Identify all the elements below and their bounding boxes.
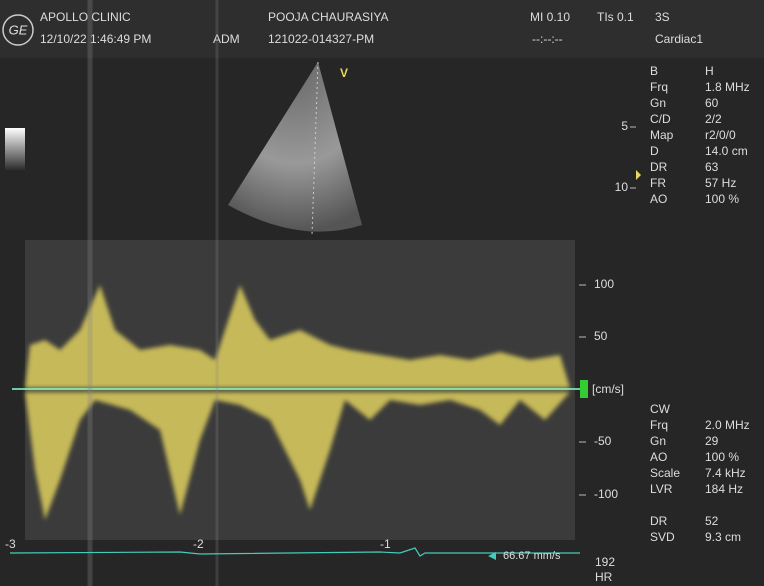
mi: MI 0.10 [530, 10, 570, 24]
tis: TIs 0.1 [597, 10, 634, 24]
param-label: Frq [650, 80, 668, 94]
user: ADM [213, 32, 240, 46]
sweep: 66.67 mm/s [503, 550, 561, 562]
param-label: C/D [650, 112, 671, 126]
scale-label: 50 [594, 329, 608, 343]
scale-label: -100 [594, 487, 618, 501]
scale-label: 100 [594, 277, 614, 291]
header-band [0, 0, 764, 58]
depth-tick: 10 [615, 180, 629, 194]
param-label: DR [650, 514, 668, 528]
scale: 100 50 -50 -100 [cm/s] [579, 277, 624, 501]
time-tick: -3 [5, 537, 16, 551]
unit: [cm/s] [592, 382, 624, 396]
time-tick: -1 [380, 537, 391, 551]
param-value: 1.8 MHz [705, 80, 750, 94]
spectrum [25, 285, 570, 520]
param-value: 2/2 [705, 112, 722, 126]
datetime: 12/10/22 1:46:49 PM [40, 32, 151, 46]
param-value: 57 Hz [705, 176, 736, 190]
exam-id: 121022-014327-PM [268, 32, 374, 46]
param-value: r2/0/0 [705, 128, 736, 142]
param-value: 52 [705, 514, 719, 528]
grayscale-bar [5, 128, 25, 172]
logo-ring [2, 14, 34, 46]
sweep-arrow [488, 552, 496, 560]
baseline-marker [580, 380, 588, 398]
forward-flow [25, 285, 570, 388]
cw-cursor [311, 61, 319, 236]
b-params: Frq 1.8 MHz Gn 60 C/D 2/2 Map r2/0/0 D 14.0 cm DR 6… [650, 80, 750, 206]
param-label: Scale [650, 466, 680, 480]
preset: Cardiac1 [655, 32, 703, 46]
cw-params: Frq 2.0 MHz Gn 29 AO 100 % Scale 7.4 kHz LVR 184 … [650, 418, 750, 544]
param-label: LVR [650, 482, 673, 496]
param-label: Gn [650, 434, 666, 448]
reverse-flow [25, 392, 570, 520]
param-label: FR [650, 176, 666, 190]
param-value: 60 [705, 96, 719, 110]
param-label: Gn [650, 96, 666, 110]
ecg-trace [9, 547, 580, 557]
doppler-area [25, 240, 575, 540]
timer: --:--:-- [532, 32, 563, 46]
param-value: 100 % [705, 450, 739, 464]
param-label: AO [650, 192, 667, 206]
b-mode-label: B [650, 64, 658, 78]
cw-label: CW [650, 402, 671, 416]
time-tick: -2 [193, 537, 204, 551]
hr-label: HR [595, 570, 613, 584]
param-label: DR [650, 160, 668, 174]
scale-label: -50 [594, 434, 612, 448]
param-value: 2.0 MHz [705, 418, 750, 432]
param-value: 100 % [705, 192, 739, 206]
param-value: 9.3 cm [705, 530, 741, 544]
marker: V [340, 66, 348, 80]
param-value: 7.4 kHz [705, 466, 746, 480]
probe: 3S [655, 10, 670, 24]
b-mode-image [228, 62, 362, 232]
param-label: Map [650, 128, 674, 142]
param-value: 184 Hz [705, 482, 743, 496]
param-value: 63 [705, 160, 719, 174]
patient: POOJA CHAURASIYA [268, 10, 388, 24]
param-label: AO [650, 450, 667, 464]
hr-value: 192 [595, 555, 615, 569]
clinic: APOLLO CLINIC [40, 10, 131, 24]
param-label: Frq [650, 418, 668, 432]
focus-marker [636, 170, 641, 180]
depth-tick: 5 [621, 119, 628, 133]
param-label: D [650, 144, 659, 158]
param-value: 14.0 cm [705, 144, 748, 158]
logo: GE [9, 22, 28, 37]
param-value: 29 [705, 434, 719, 448]
b-mode-sub: H [705, 64, 714, 78]
param-label: SVD [650, 530, 675, 544]
